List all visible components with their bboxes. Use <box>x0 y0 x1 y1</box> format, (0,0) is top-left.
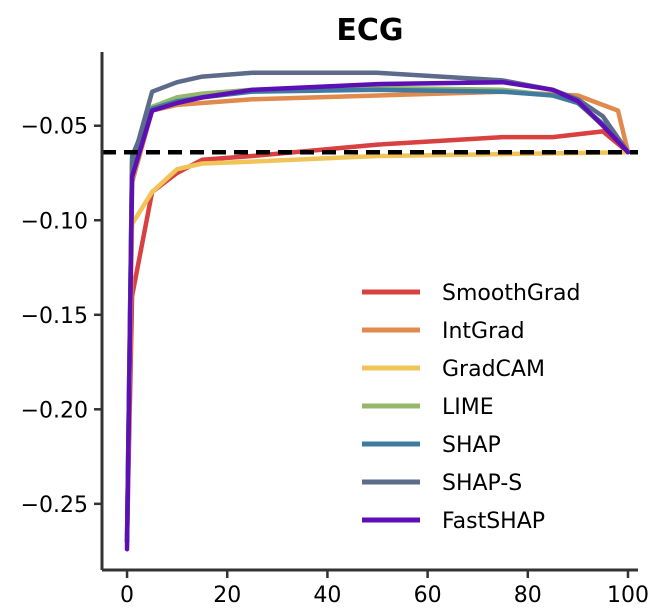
x-tick-label: 40 <box>313 583 341 608</box>
plot-lines <box>124 70 631 552</box>
series-line-gradcam <box>124 149 631 544</box>
x-tick-label: 100 <box>607 583 649 608</box>
series-line-smoothgrad <box>124 129 631 544</box>
legend-label-smoothgrad: SmoothGrad <box>442 281 580 306</box>
x-tick-label: 80 <box>514 583 542 608</box>
axes <box>100 52 638 572</box>
legend-label-gradcam: GradCAM <box>442 357 545 382</box>
legend-label-shap-s: SHAP-S <box>442 471 522 496</box>
y-tick-label: −0.15 <box>21 304 88 329</box>
y-tick-label: −0.10 <box>21 209 88 234</box>
y-ticks: −0.05 −0.10 −0.15 −0.20 −0.25 <box>21 115 102 518</box>
legend-label-lime: LIME <box>442 395 494 420</box>
x-tick-label: 60 <box>414 583 442 608</box>
x-tick-label: 0 <box>120 583 134 608</box>
y-tick-label: −0.25 <box>21 493 88 518</box>
series-line-fastshap <box>124 79 631 552</box>
y-tick-label: −0.05 <box>21 115 88 140</box>
legend-label-shap: SHAP <box>442 433 501 458</box>
x-ticks: 0 20 40 60 80 100 <box>120 570 649 608</box>
legend-label-fastshap: FastSHAP <box>442 509 545 534</box>
x-tick-label: 20 <box>213 583 241 608</box>
legend: SmoothGrad IntGrad GradCAM LIME SHAP SHAP-S Fa… <box>362 281 580 534</box>
legend-label-intgrad: IntGrad <box>442 319 525 344</box>
chart-title: ECG <box>336 13 403 48</box>
y-tick-label: −0.20 <box>21 398 88 423</box>
